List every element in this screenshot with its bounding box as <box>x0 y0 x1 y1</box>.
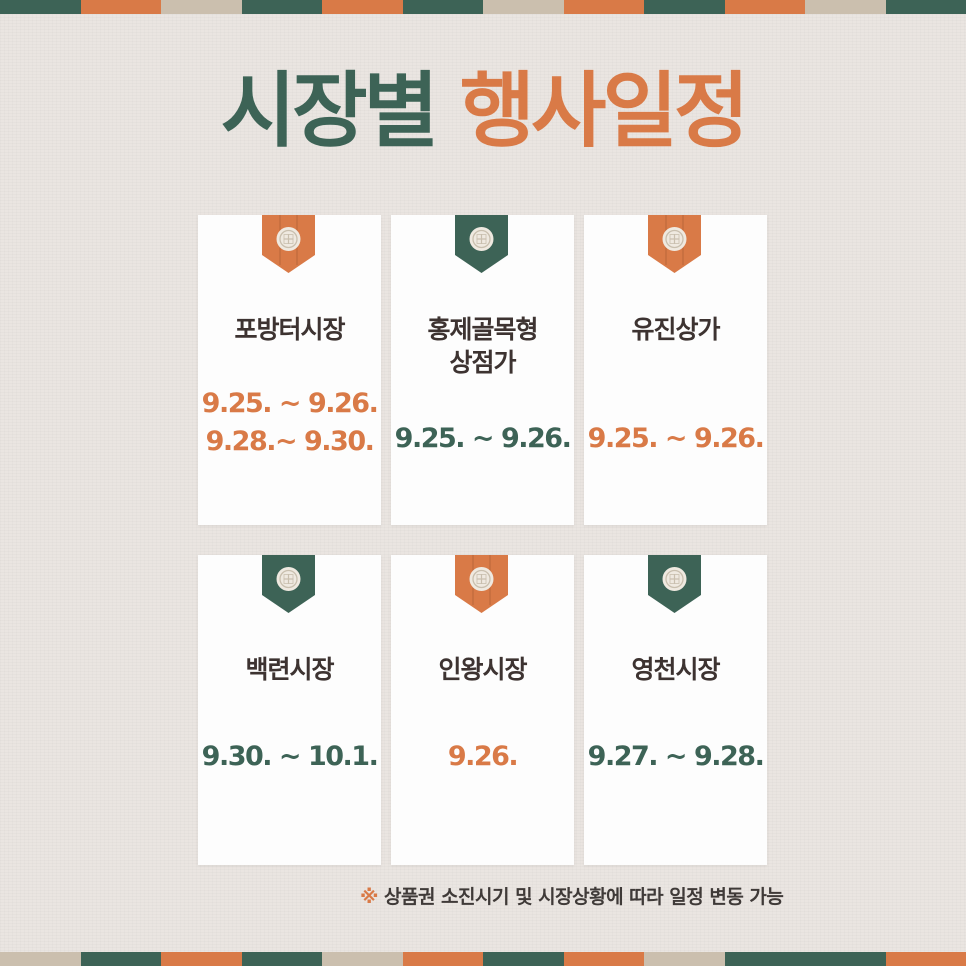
tag-ribbon-icon <box>648 555 701 613</box>
market-card: 영천시장 9.27. ~ 9.28. <box>584 555 767 865</box>
market-card: 홍제골목형 상점가 9.25. ~ 9.26. <box>391 215 574 525</box>
date-range: 9.27. ~ 9.28. <box>587 741 765 772</box>
market-card: 인왕시장 9.26. <box>391 555 574 865</box>
bottom-stripe-border <box>0 952 966 966</box>
event-dates: 9.25. ~ 9.26. 9.28.~ 9.30. <box>190 385 389 461</box>
market-card: 유진상가 9.25. ~ 9.26. <box>584 215 767 525</box>
date-range: 9.25. ~ 9.26. <box>201 388 379 419</box>
market-card: 포방터시장 9.25. ~ 9.26. 9.28.~ 9.30. <box>198 215 381 525</box>
event-dates: 9.30. ~ 10.1. <box>190 738 389 776</box>
tag-ribbon-icon <box>262 215 315 273</box>
tag-ribbon-icon <box>262 555 315 613</box>
market-name: 영천시장 <box>631 655 720 684</box>
date-range: 9.30. ~ 10.1. <box>201 741 379 772</box>
market-name: 유진상가 <box>631 315 720 344</box>
date-range: 9.26. <box>447 741 519 772</box>
reference-mark-icon: ※ <box>360 886 378 908</box>
tag-ribbon-icon <box>648 215 701 273</box>
event-dates: 9.25. ~ 9.26. <box>383 420 582 458</box>
title-part-markets: 시장별 <box>220 64 439 159</box>
footnote-text: 상품권 소진시기 및 시장상황에 따라 일정 변동 가능 <box>383 886 784 908</box>
title-part-schedule: 행사일정 <box>459 64 750 159</box>
event-dates: 9.25. ~ 9.26. <box>576 420 775 458</box>
market-card: 백련시장 9.30. ~ 10.1. <box>198 555 381 865</box>
tag-ribbon-icon <box>455 215 508 273</box>
tag-ribbon-icon <box>455 555 508 613</box>
footnote: ※ 상품권 소진시기 및 시장상황에 따라 일정 변동 가능 <box>360 882 784 909</box>
top-stripe-border <box>0 0 966 14</box>
market-name: 포방터시장 <box>234 315 345 344</box>
event-dates: 9.26. <box>383 738 582 776</box>
event-dates: 9.27. ~ 9.28. <box>576 738 775 776</box>
date-range: 9.25. ~ 9.26. <box>394 423 572 454</box>
market-name: 백련시장 <box>245 655 334 684</box>
date-range: 9.28.~ 9.30. <box>205 426 375 457</box>
date-range: 9.25. ~ 9.26. <box>587 423 765 454</box>
page-title: 시장별 행사일정 <box>0 62 966 162</box>
market-name: 홍제골목형 상점가 <box>427 315 538 377</box>
market-name: 인왕시장 <box>438 655 527 684</box>
